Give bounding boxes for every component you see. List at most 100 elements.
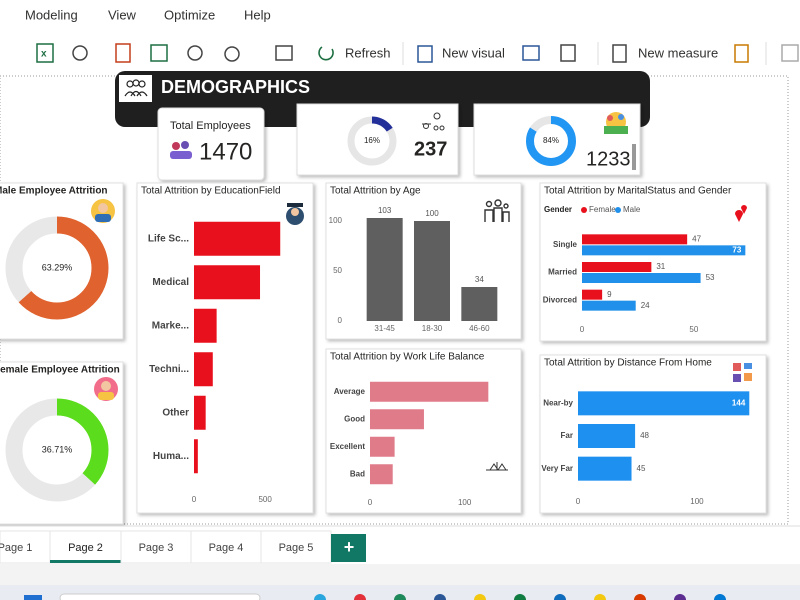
bar [370,381,489,402]
bar [194,352,213,387]
scrollbar [632,144,636,170]
page-tab[interactable] [120,530,192,564]
menu-item[interactable]: Help [244,7,271,22]
y-tick-label: 0 [338,316,343,325]
donut-segment [347,116,397,166]
y-tick-label: Huma... [153,451,189,462]
y-tick-label: Good [344,414,365,423]
x-tick-label: 18-30 [422,324,443,333]
visual-title: Total Attrition by Work Life Balance [330,352,485,363]
toolbar-button[interactable]: New measure [638,45,718,60]
taskbar-icons [24,593,726,600]
kpi-value: 1233 [586,148,631,170]
x-tick-label: 0 [580,325,585,334]
x-tick-label: 31-45 [374,324,395,333]
page-tab-label[interactable]: Page 3 [139,542,174,554]
kpi-icon [422,112,445,131]
kpi-label: Total Employees [170,120,251,132]
y-tick-label: Married [548,268,577,277]
visual-title: Female Employee Attrition [0,365,120,376]
bar [582,245,746,256]
data-label: 47 [692,234,701,243]
bar [578,391,750,416]
data-label: 144 [732,398,746,407]
header-title: DEMOGRAPHICS [161,77,310,97]
menu-item[interactable]: Modeling [25,7,78,22]
bar [582,262,652,272]
avatar-icon [91,199,752,471]
bar [370,464,393,485]
legend-label: Female [589,205,616,214]
donut-segment [526,116,576,166]
menu-item[interactable]: Optimize [164,7,215,22]
y-tick-label: Near-by [543,398,573,407]
x-tick-label: 0 [368,498,373,507]
visual-panel [539,182,767,342]
data-label: 24 [641,301,650,310]
y-tick-label: Excellent [330,442,365,451]
data-label: 103 [378,206,392,215]
visual-panel [539,354,767,514]
add-page-label[interactable]: + [344,537,355,557]
bar [582,273,701,283]
bar [366,218,403,321]
bar [414,221,450,321]
ribbon [0,0,800,75]
bar [461,287,498,321]
data-label: 31 [656,262,665,271]
bar [194,439,198,474]
visual-title: Total Attrition by Age [330,186,421,197]
y-tick-label: 100 [329,216,343,225]
data-label: 9 [607,290,612,299]
kpi-card [157,107,265,181]
toolbar-button[interactable]: Refresh [345,45,391,60]
visual-panel [325,348,522,514]
legend-label: Male [623,205,641,214]
data-label: 53 [706,273,715,282]
bar [194,221,281,256]
data-label: 45 [637,464,646,473]
x-tick-label: 0 [192,495,197,504]
x-tick-label: 100 [690,497,704,506]
bar [194,265,261,300]
page-tab-label[interactable]: Page 1 [0,542,32,554]
data-label: 34 [475,275,484,284]
kpi-value: 237 [414,138,447,160]
page-tab[interactable] [49,530,122,564]
kpi-value: 1470 [199,138,252,165]
y-tick-label: 50 [333,266,342,275]
page-tab-label[interactable]: Page 5 [279,542,314,554]
y-tick-label: Average [334,387,366,396]
active-tab-underline [50,560,121,563]
page-tab-label[interactable]: Page 2 [68,542,103,554]
bar [194,395,206,430]
visual-title: Male Employee Attrition [0,186,108,197]
kpi-icon [170,141,192,159]
y-tick-label: Life Sc... [148,233,189,244]
y-tick-label: Other [162,407,189,418]
data-label: 48 [640,431,649,440]
donut-label: 63.29% [42,262,73,272]
page-tab[interactable] [190,530,262,564]
legend-title: Gender [544,205,572,214]
bar [370,436,395,457]
people-icon [124,79,148,97]
bar [582,234,688,245]
visual-title: Total Attrition by MaritalStatus and Gen… [544,186,732,197]
bar [582,289,603,300]
menu-item[interactable]: View [108,7,137,22]
data-label: 100 [425,209,439,218]
toolbar-button[interactable]: New visual [442,45,505,60]
page-tab[interactable] [0,530,51,564]
page-tab[interactable] [260,530,332,564]
page-tab-label[interactable]: Page 4 [209,542,244,554]
bar [370,409,424,430]
donut-label: 36.71% [42,444,73,454]
add-page-button[interactable] [331,534,366,562]
y-tick-label: Single [553,240,578,249]
legend-swatch [581,207,587,213]
x-tick-label: 100 [458,498,472,507]
y-tick-label: Far [561,431,573,440]
kpi-icon [604,112,628,134]
